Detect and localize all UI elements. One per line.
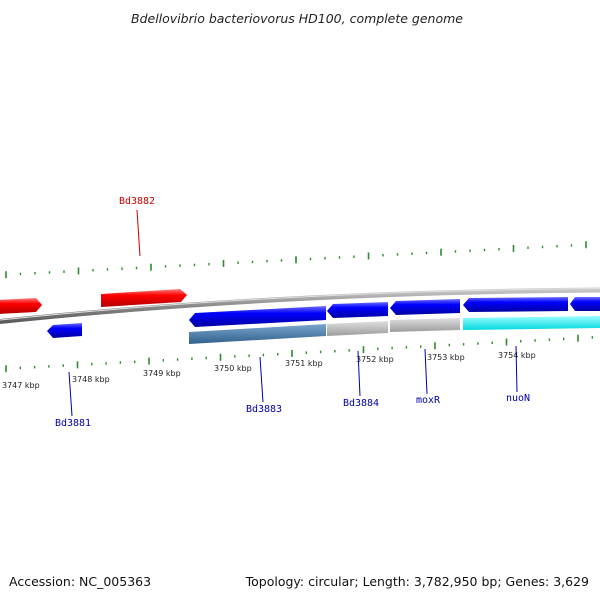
map-title: Bdellovibrio bacteriovorus HD100, comple… <box>131 11 463 26</box>
genome-summary-text: Topology: circular; Length: 3,782,950 bp… <box>245 574 589 589</box>
gene-label-lines <box>68 209 518 417</box>
gene-arrow-nuon[interactable] <box>463 297 568 312</box>
gene-arrow-next[interactable] <box>570 297 600 311</box>
scale-label: 3747 kbp <box>2 381 40 390</box>
gene-labels: Bd3882 Bd3881 Bd3883 Bd3884 moxR nuoN <box>55 196 530 429</box>
scale-label: 3754 kbp <box>498 351 536 360</box>
gene-label-bd3884[interactable]: Bd3884 <box>343 398 379 409</box>
genome-backbone <box>0 287 600 324</box>
inner-tick-marks <box>5 334 593 373</box>
scale-label: 3750 kbp <box>214 364 252 373</box>
scale-labels: 3747 kbp 3748 kbp 3749 kbp 3750 kbp 3751… <box>2 351 536 390</box>
gene-label-bd3883[interactable]: Bd3883 <box>246 404 282 415</box>
scale-label: 3753 kbp <box>427 353 465 362</box>
feature-segment-gray-2[interactable] <box>390 318 460 332</box>
gene-label-bd3882[interactable]: Bd3882 <box>119 196 155 207</box>
feature-segment-steel[interactable] <box>189 324 326 344</box>
gene-arrow-reverse[interactable] <box>0 298 42 314</box>
feature-segment-gray-1[interactable] <box>327 321 388 336</box>
gene-arrow-moxr[interactable] <box>390 299 460 315</box>
genome-backbone-highlight <box>0 288 600 321</box>
gene-arrow-bd3884[interactable] <box>327 302 388 318</box>
feature-segment-cyan[interactable] <box>463 316 600 330</box>
gene-arrow-bd3883[interactable] <box>189 306 326 327</box>
outer-tick-marks <box>5 241 587 279</box>
scale-label: 3748 kbp <box>72 375 110 384</box>
scale-label: 3752 kbp <box>356 355 394 364</box>
gene-arrow-bd3882[interactable] <box>101 289 187 307</box>
scale-label: 3749 kbp <box>143 369 181 378</box>
scale-label: 3751 kbp <box>285 359 323 368</box>
gene-label-bd3881[interactable]: Bd3881 <box>55 418 91 429</box>
gene-label-nuon[interactable]: nuoN <box>506 393 530 404</box>
gene-label-moxr[interactable]: moxR <box>416 395 441 406</box>
accession-text: Accession: NC_005363 <box>9 574 151 589</box>
gene-arrow-bd3881[interactable] <box>47 323 82 338</box>
